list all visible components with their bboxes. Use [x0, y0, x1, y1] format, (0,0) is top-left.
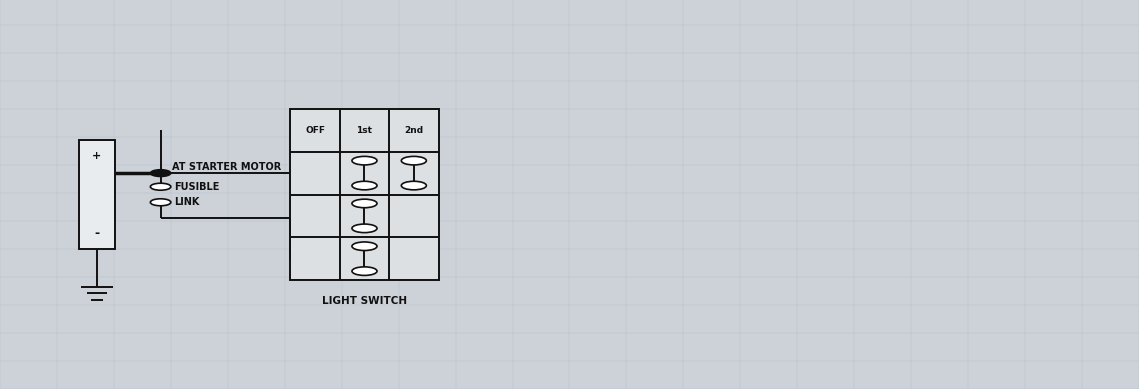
Circle shape — [150, 170, 171, 177]
Circle shape — [352, 224, 377, 233]
Text: LINK: LINK — [174, 196, 199, 207]
Text: 2nd: 2nd — [404, 126, 424, 135]
Circle shape — [352, 267, 377, 275]
Circle shape — [150, 199, 171, 206]
Circle shape — [401, 181, 426, 190]
Circle shape — [401, 156, 426, 165]
Text: +: + — [92, 151, 101, 161]
Circle shape — [352, 242, 377, 251]
Circle shape — [150, 183, 171, 190]
Text: LIGHT SWITCH: LIGHT SWITCH — [322, 296, 407, 307]
Text: OFF: OFF — [305, 126, 325, 135]
Text: FUSIBLE: FUSIBLE — [174, 182, 220, 193]
Text: -: - — [95, 227, 99, 240]
Bar — [290, 109, 439, 280]
Circle shape — [352, 199, 377, 208]
Circle shape — [352, 181, 377, 190]
Text: AT STARTER MOTOR: AT STARTER MOTOR — [172, 162, 281, 172]
Text: 1st: 1st — [357, 126, 372, 135]
Circle shape — [352, 156, 377, 165]
Bar — [79, 140, 115, 249]
